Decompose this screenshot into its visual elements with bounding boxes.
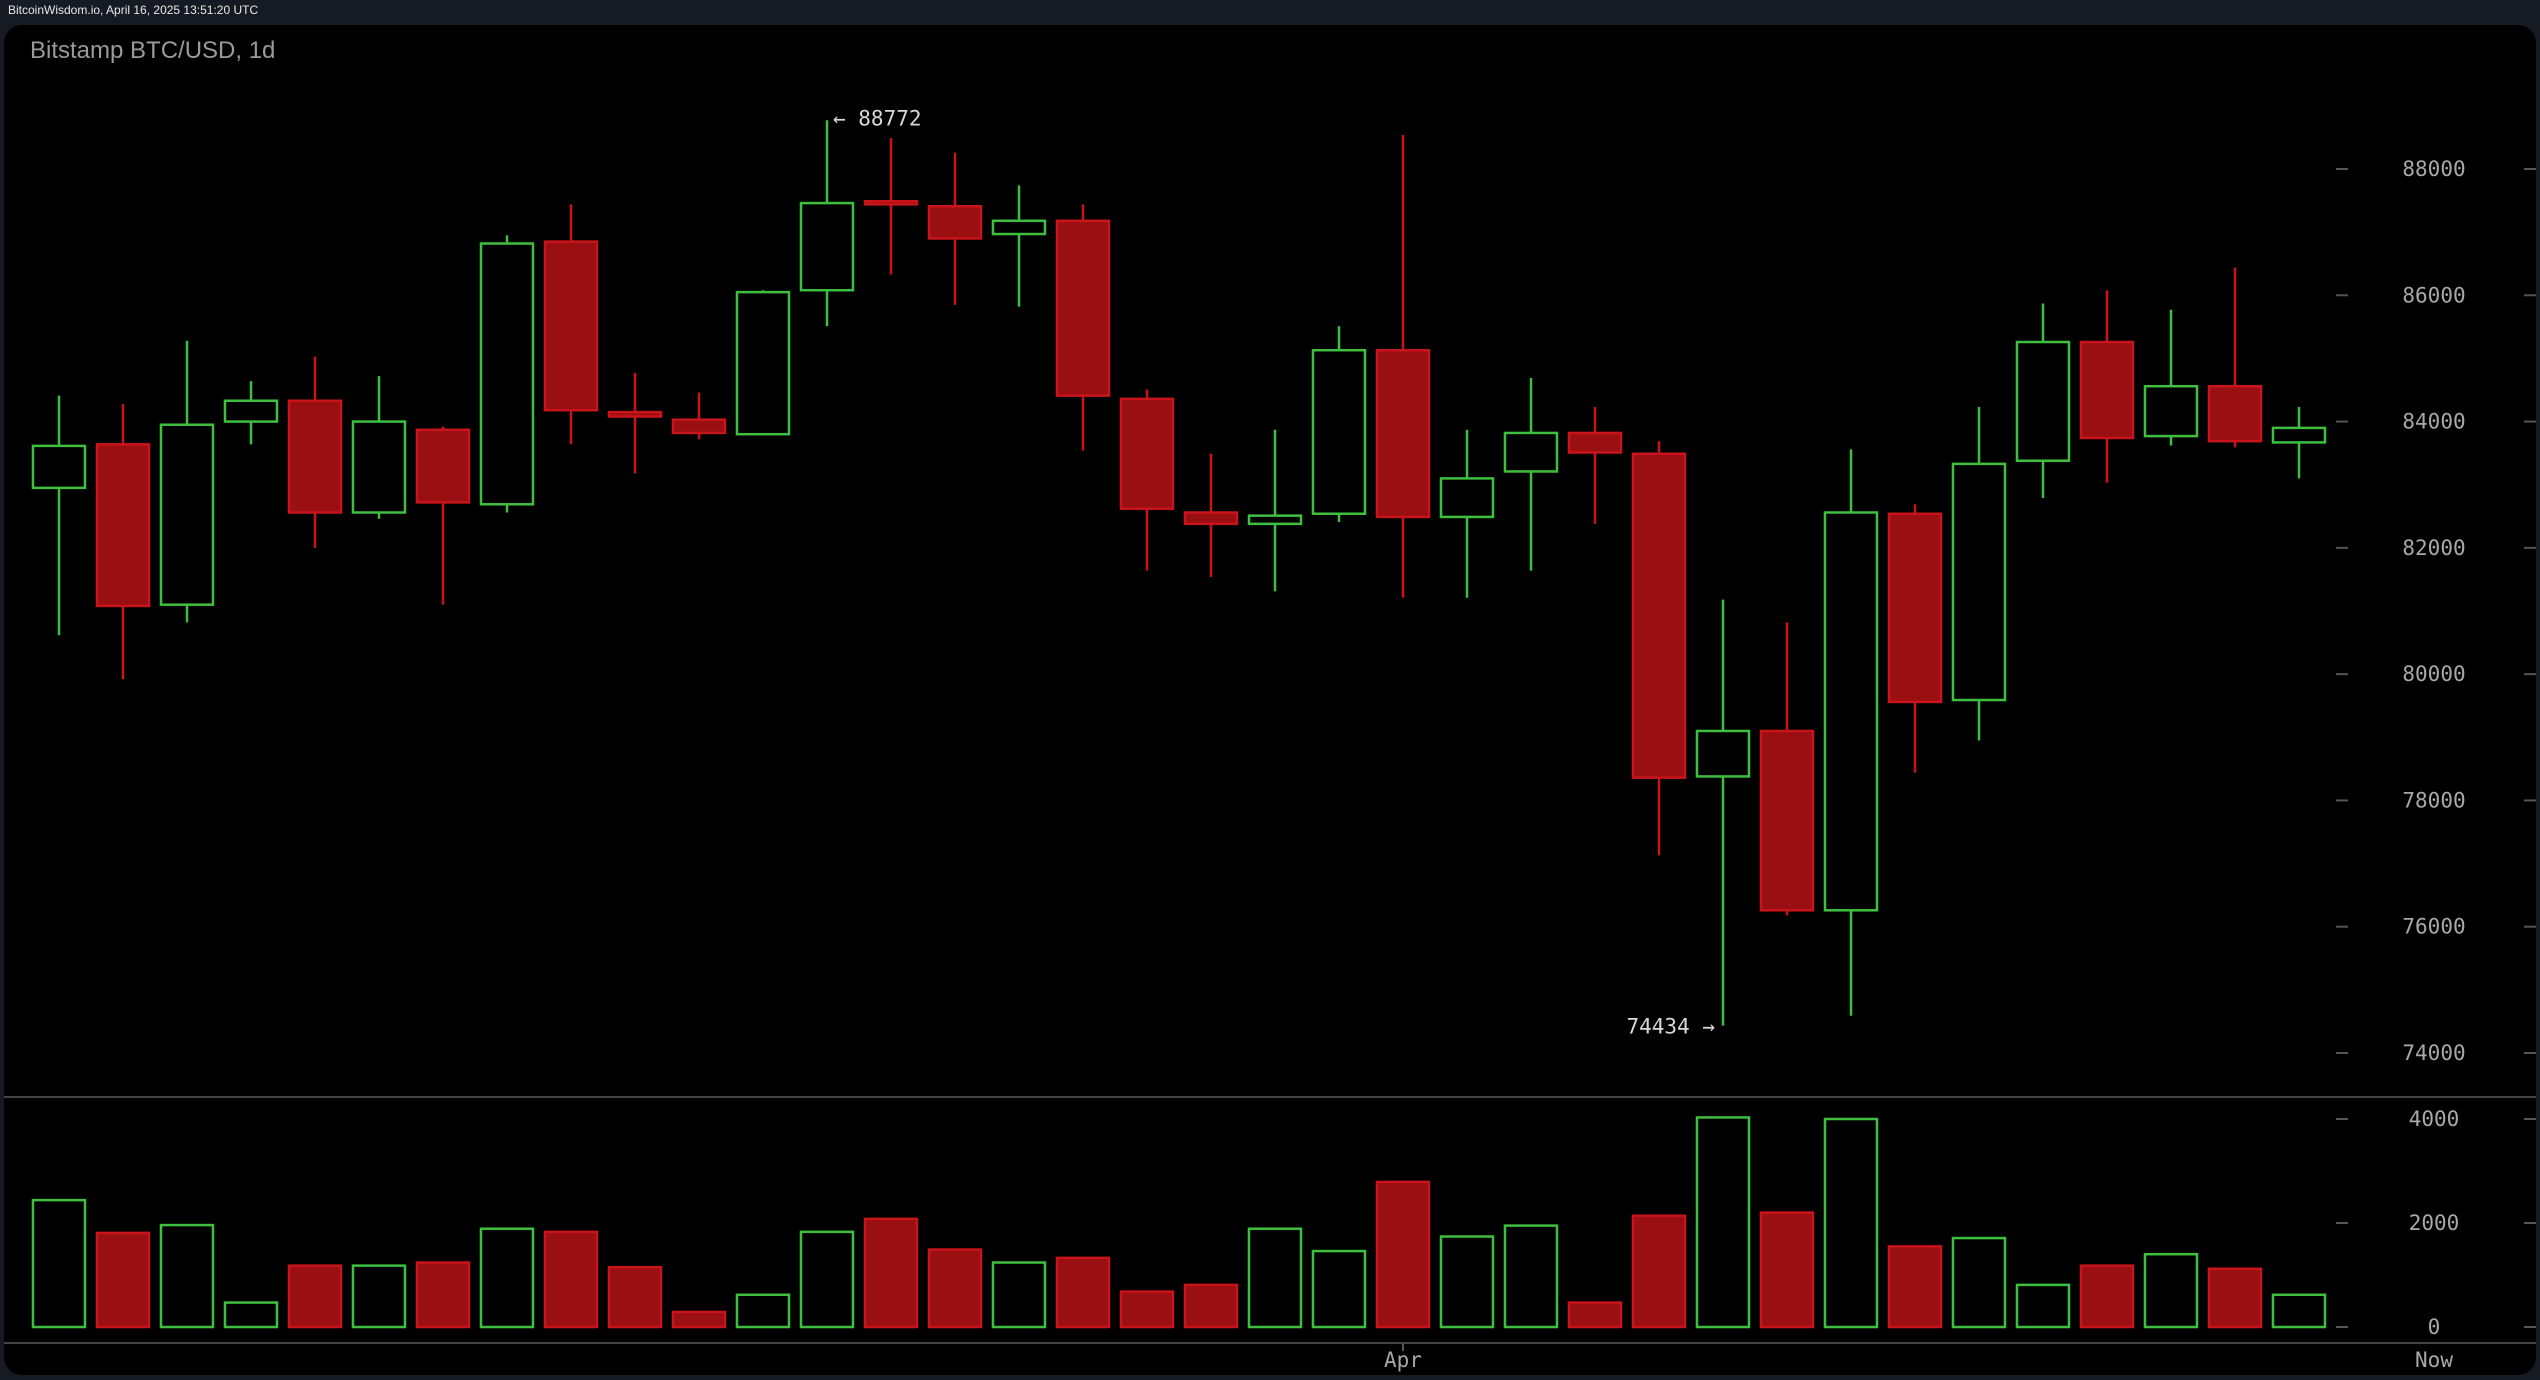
source-timestamp: BitcoinWisdom.io, April 16, 2025 13:51:2… bbox=[8, 3, 259, 17]
candle-body-down[interactable] bbox=[2079, 340, 2135, 440]
volume-bar-up[interactable] bbox=[1951, 1236, 2007, 1329]
volume-bar-up[interactable] bbox=[223, 1301, 279, 1329]
candle-body-down[interactable] bbox=[1631, 452, 1687, 779]
volume-axis-label: 4000 bbox=[2409, 1107, 2460, 1131]
candle-body-up[interactable] bbox=[991, 219, 1047, 236]
volume-bar-up[interactable] bbox=[991, 1261, 1047, 1329]
candle-body-down[interactable] bbox=[671, 418, 727, 435]
price-axis-label: 88000 bbox=[2402, 157, 2465, 181]
volume-axis-label: 0 bbox=[2428, 1315, 2441, 1339]
candle-body-down[interactable] bbox=[1375, 348, 1431, 519]
price-axis-label: 78000 bbox=[2402, 788, 2465, 812]
candle-body-up[interactable] bbox=[479, 242, 535, 506]
candle-body-up[interactable] bbox=[1247, 514, 1303, 526]
chart-title: Bitstamp BTC/USD, 1d bbox=[30, 37, 276, 64]
candle-body-down[interactable] bbox=[1055, 219, 1111, 397]
volume-bar-up[interactable] bbox=[1247, 1227, 1303, 1329]
candle-body-up[interactable] bbox=[1439, 477, 1495, 519]
volume-bar-up[interactable] bbox=[735, 1293, 791, 1329]
price-axis-label: 84000 bbox=[2402, 410, 2465, 434]
price-axis-label: 76000 bbox=[2402, 915, 2465, 939]
candle-body-down[interactable] bbox=[287, 399, 343, 514]
volume-bar-down[interactable] bbox=[2207, 1267, 2263, 1329]
volume-bar-down[interactable] bbox=[1759, 1211, 1815, 1329]
candle-body-down[interactable] bbox=[863, 199, 919, 206]
time-axis-label: Now bbox=[2415, 1348, 2453, 1372]
volume-bar-up[interactable] bbox=[1503, 1224, 1559, 1329]
volume-bar-down[interactable] bbox=[863, 1217, 919, 1329]
volume-bar-down[interactable] bbox=[1055, 1256, 1111, 1329]
volume-bar-down[interactable] bbox=[2079, 1264, 2135, 1329]
volume-bar-up[interactable] bbox=[1695, 1116, 1751, 1329]
candlestick-chart[interactable]: 74000 76000 78000 80000 82000 84000 86000 88000… bbox=[4, 25, 2536, 1375]
candle-body-up[interactable] bbox=[1503, 431, 1559, 473]
candle-body-up[interactable] bbox=[159, 423, 215, 606]
volume-bar-down[interactable] bbox=[1567, 1301, 1623, 1329]
candle-body-down[interactable] bbox=[95, 443, 151, 608]
volume-bar-down[interactable] bbox=[543, 1230, 599, 1329]
volume-bar-down[interactable] bbox=[1119, 1290, 1175, 1329]
volume-bar-down[interactable] bbox=[287, 1264, 343, 1329]
candle-body-up[interactable] bbox=[2143, 384, 2199, 438]
candle-body-down[interactable] bbox=[2207, 384, 2263, 443]
candle-body-up[interactable] bbox=[2015, 340, 2071, 462]
candle-body-down[interactable] bbox=[1567, 431, 1623, 454]
candle-body-down[interactable] bbox=[415, 428, 471, 504]
volume-bar-up[interactable] bbox=[1439, 1235, 1495, 1329]
volume-bar-up[interactable] bbox=[799, 1230, 855, 1329]
volume-bar-down[interactable] bbox=[607, 1265, 663, 1329]
candle-body-down[interactable] bbox=[1183, 511, 1239, 526]
price-axis-label: 82000 bbox=[2402, 536, 2465, 560]
volume-bar-down[interactable] bbox=[671, 1310, 727, 1329]
volume-bar-down[interactable] bbox=[1183, 1283, 1239, 1329]
volume-bar-up[interactable] bbox=[31, 1198, 87, 1329]
candle-body-up[interactable] bbox=[2271, 426, 2327, 444]
low-price-annotation: 74434 → bbox=[1626, 1015, 1715, 1039]
candle-body-up[interactable] bbox=[351, 420, 407, 514]
volume-bar-up[interactable] bbox=[159, 1223, 215, 1329]
time-axis-label: Apr bbox=[1384, 1348, 1422, 1372]
price-axis-label: 80000 bbox=[2402, 662, 2465, 686]
volume-bar-up[interactable] bbox=[1823, 1117, 1879, 1329]
volume-axis-label: 2000 bbox=[2409, 1211, 2460, 1235]
candle-body-down[interactable] bbox=[1119, 397, 1175, 510]
volume-bar-up[interactable] bbox=[479, 1227, 535, 1329]
volume-bar-down[interactable] bbox=[1887, 1245, 1943, 1329]
candle-body-down[interactable] bbox=[927, 205, 983, 240]
candle-body-down[interactable] bbox=[1887, 512, 1943, 704]
volume-bar-down[interactable] bbox=[1375, 1180, 1431, 1329]
candle-body-down[interactable] bbox=[543, 240, 599, 412]
candle-body-up[interactable] bbox=[735, 290, 791, 436]
chart-panel: Bitstamp BTC/USD, 1d 74000 76000 78000 8000… bbox=[4, 25, 2536, 1375]
volume-bar-up[interactable] bbox=[2271, 1293, 2327, 1329]
volume-bar-down[interactable] bbox=[1631, 1214, 1687, 1329]
candle-body-up[interactable] bbox=[1823, 511, 1879, 912]
candle-body-up[interactable] bbox=[1695, 729, 1751, 778]
candle-body-down[interactable] bbox=[607, 410, 663, 418]
volume-bar-up[interactable] bbox=[351, 1264, 407, 1329]
price-axis-label: 86000 bbox=[2402, 283, 2465, 307]
high-price-annotation: ← 88772 bbox=[833, 106, 922, 130]
volume-bar-up[interactable] bbox=[2143, 1252, 2199, 1329]
candle-body-up[interactable] bbox=[799, 201, 855, 292]
candle-body-up[interactable] bbox=[31, 444, 87, 490]
volume-bar-down[interactable] bbox=[927, 1248, 983, 1329]
volume-bar-up[interactable] bbox=[1311, 1249, 1367, 1329]
price-axis-label: 74000 bbox=[2402, 1041, 2465, 1065]
candle-body-up[interactable] bbox=[1311, 348, 1367, 516]
volume-bar-down[interactable] bbox=[95, 1231, 151, 1329]
candle-body-up[interactable] bbox=[223, 399, 279, 423]
volume-bar-up[interactable] bbox=[2015, 1283, 2071, 1329]
volume-bar-down[interactable] bbox=[415, 1261, 471, 1329]
candle-body-down[interactable] bbox=[1759, 729, 1815, 912]
candle-body-up[interactable] bbox=[1951, 462, 2007, 702]
